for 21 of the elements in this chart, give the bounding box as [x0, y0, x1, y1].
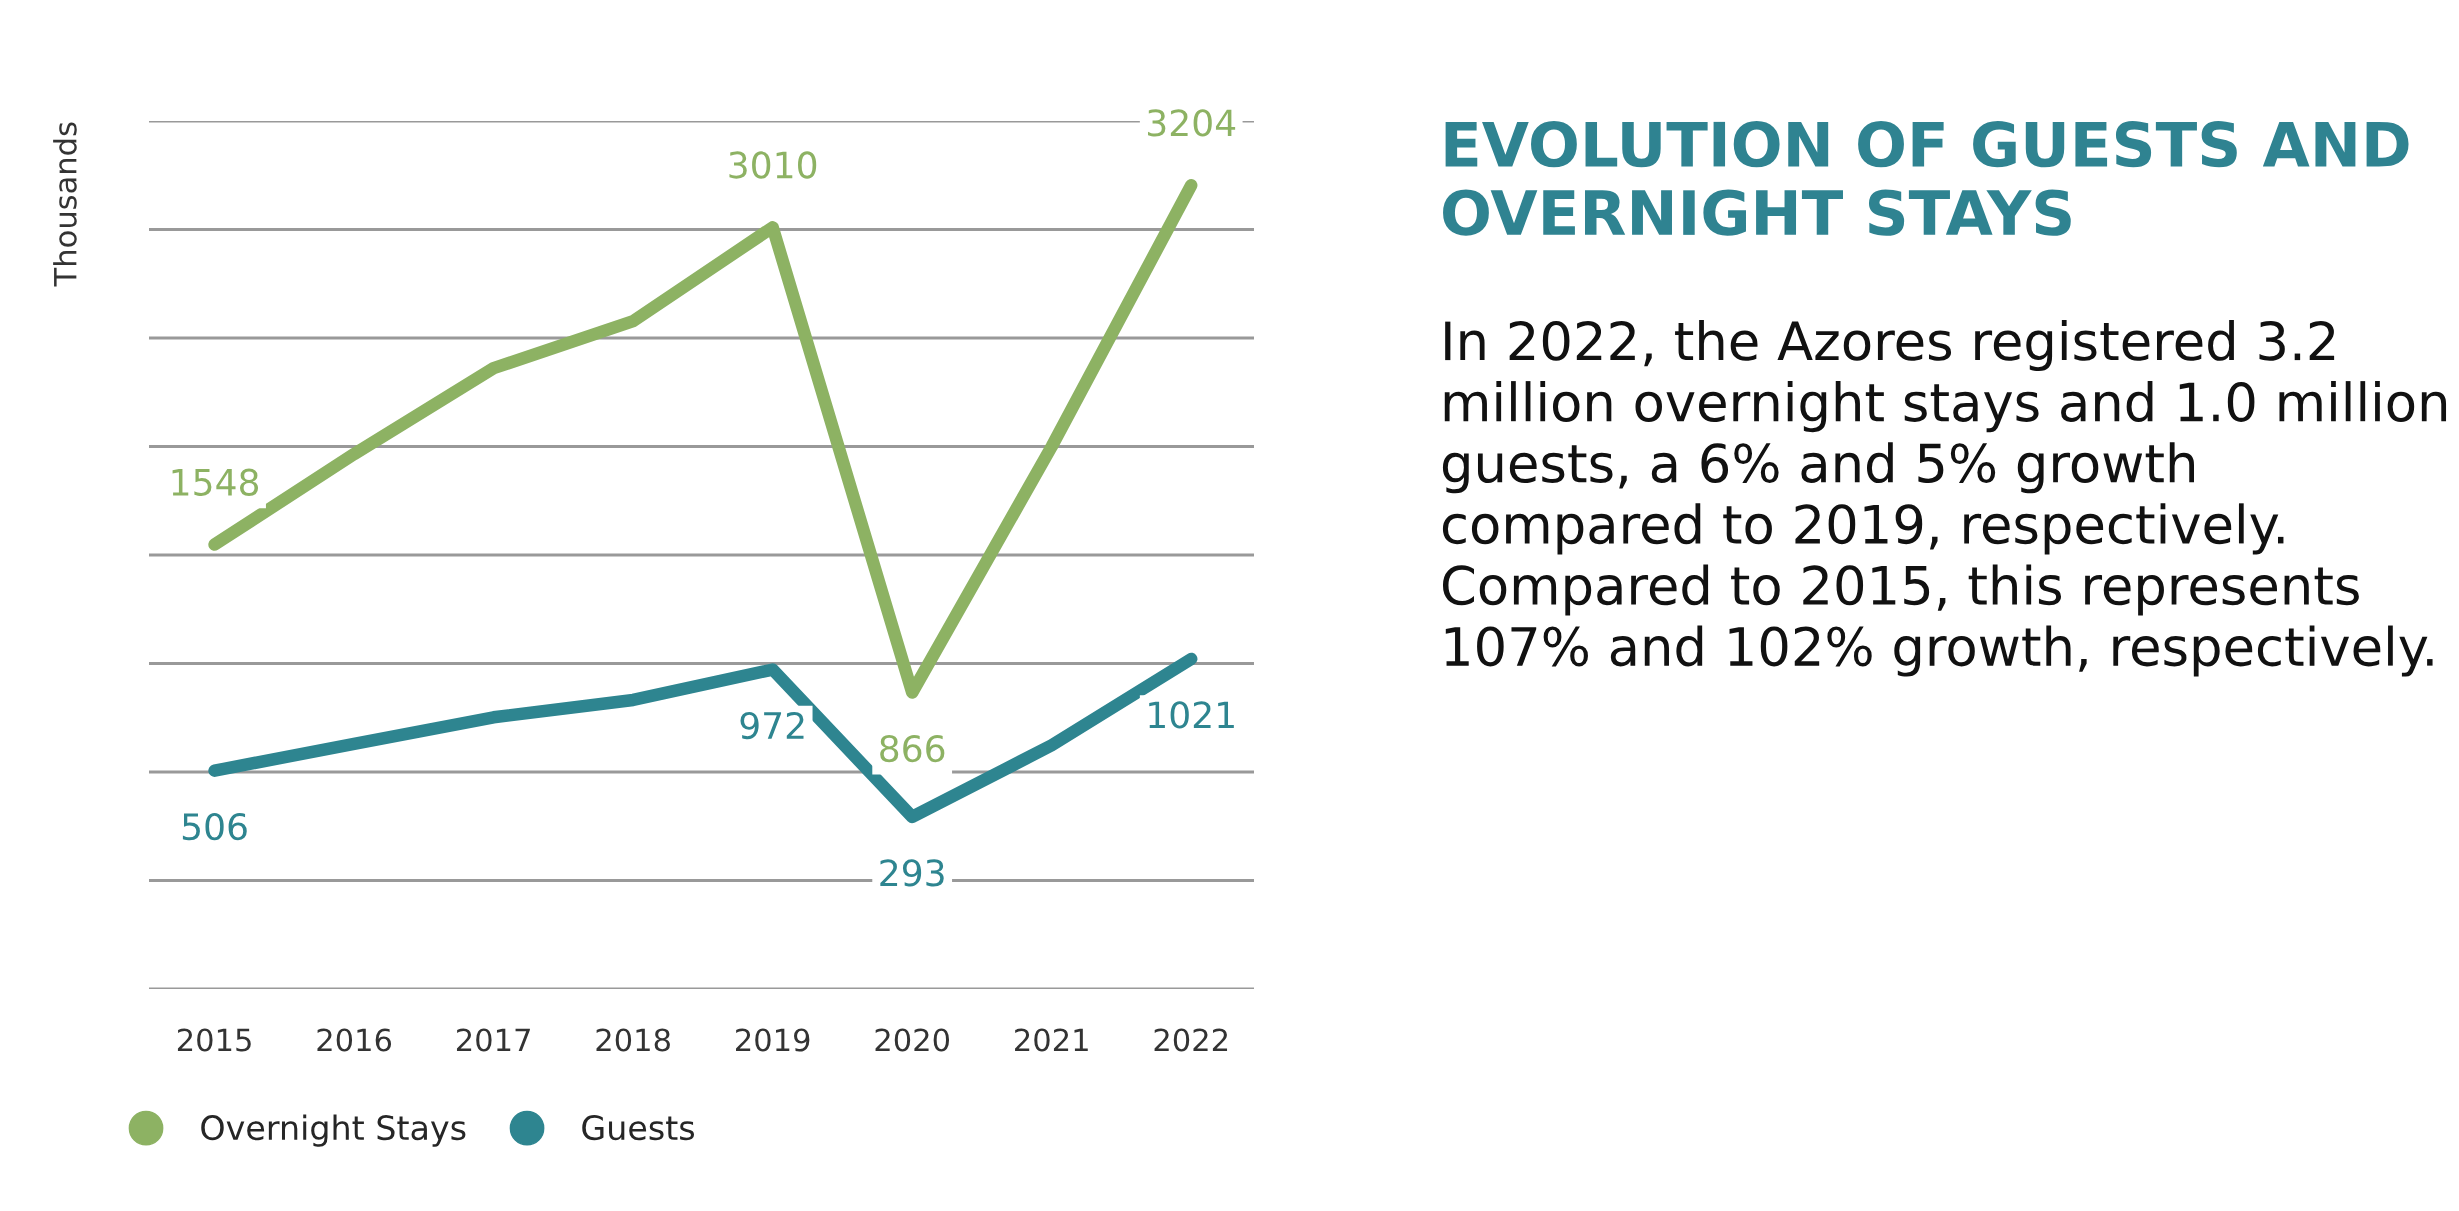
- data-label: 866: [880, 734, 945, 763]
- data-label: 293: [880, 859, 944, 887]
- text: In 2022, the Azores registered 3.2 million overnight stays and 1.0 million guests, a 6% and 5% growth compared to 2019, respectively. Compared to 2015, this represents 107% and 102% growth, respectively.: [1442, 320, 2447, 677]
- x-tick-label: 2022: [1154, 1028, 1228, 1052]
- x-tick-label: 2019: [736, 1028, 810, 1052]
- x-tick-label: 2016: [317, 1028, 392, 1052]
- data-label: 1021: [1149, 701, 1234, 729]
- legend-label: Overnight Stays: [201, 1114, 466, 1147]
- data-label: 972: [740, 711, 804, 740]
- data-label: 3010: [729, 151, 817, 179]
- x-tick-label: 2020: [875, 1028, 950, 1052]
- legend-label: Guests: [582, 1115, 695, 1141]
- x-tick-label: 2015: [177, 1028, 251, 1052]
- data-label: 1548: [172, 468, 259, 496]
- data-label: 506: [182, 813, 247, 841]
- x-tick-label: 2018: [596, 1028, 670, 1052]
- data-label: 3204: [1148, 109, 1236, 137]
- text: EVOLUTION OF GUESTS AND OVERNIGHT STAYS: [1443, 121, 2409, 236]
- y-axis-title: Thousands: [53, 122, 77, 287]
- x-tick-label: 2017: [456, 1028, 530, 1052]
- x-tick-label: 2021: [1015, 1028, 1088, 1052]
